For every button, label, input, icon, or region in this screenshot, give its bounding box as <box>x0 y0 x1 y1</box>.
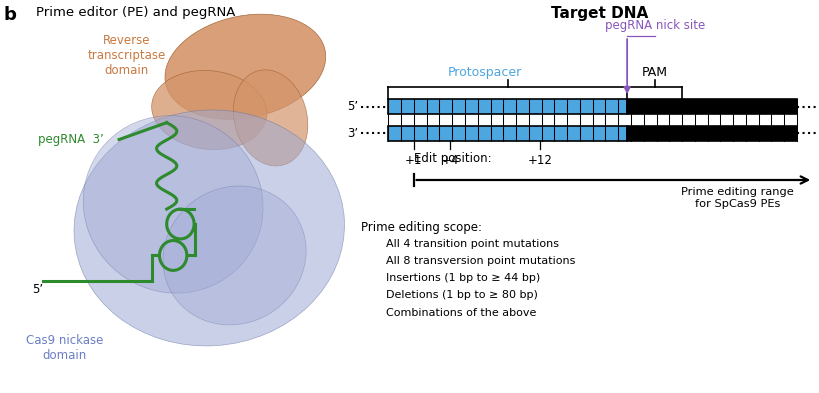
Text: +4: +4 <box>441 154 459 167</box>
Text: Cas9 nickase
domain: Cas9 nickase domain <box>26 334 103 362</box>
Ellipse shape <box>165 14 325 119</box>
Text: Deletions (1 bp to ≥ 80 bp): Deletions (1 bp to ≥ 80 bp) <box>386 290 537 300</box>
Text: pegRNA  3’: pegRNA 3’ <box>38 133 103 146</box>
Text: b: b <box>3 6 16 24</box>
Text: All 4 transition point mutations: All 4 transition point mutations <box>386 239 559 248</box>
Text: PAM: PAM <box>641 66 667 79</box>
Text: Reverse
transcriptase
domain: Reverse transcriptase domain <box>87 33 165 77</box>
Ellipse shape <box>163 186 305 325</box>
Text: +1: +1 <box>405 154 422 167</box>
Bar <box>388 99 627 114</box>
Text: Edit position:: Edit position: <box>414 152 491 165</box>
Bar <box>627 126 796 141</box>
Text: Prime editing scope:: Prime editing scope: <box>360 221 482 234</box>
Text: Prime editing range
for SpCas9 PEs: Prime editing range for SpCas9 PEs <box>680 187 793 209</box>
Text: +12: +12 <box>527 154 552 167</box>
Text: 5’: 5’ <box>347 100 358 113</box>
Text: 3’: 3’ <box>347 127 358 140</box>
Text: Combinations of the above: Combinations of the above <box>386 308 536 318</box>
Bar <box>388 126 627 141</box>
Text: Target DNA: Target DNA <box>550 6 647 21</box>
Text: Protospacer: Protospacer <box>447 66 521 79</box>
Text: 5’: 5’ <box>32 283 43 296</box>
Text: Insertions (1 bp to ≥ 44 bp): Insertions (1 bp to ≥ 44 bp) <box>386 273 540 283</box>
Ellipse shape <box>84 116 263 293</box>
Text: pegRNA nick site: pegRNA nick site <box>604 19 704 32</box>
Ellipse shape <box>74 110 344 346</box>
Ellipse shape <box>233 70 307 166</box>
Text: Prime editor (PE) and pegRNA: Prime editor (PE) and pegRNA <box>36 6 235 19</box>
Ellipse shape <box>152 70 266 150</box>
Bar <box>627 99 796 114</box>
Text: All 8 transversion point mutations: All 8 transversion point mutations <box>386 256 575 266</box>
